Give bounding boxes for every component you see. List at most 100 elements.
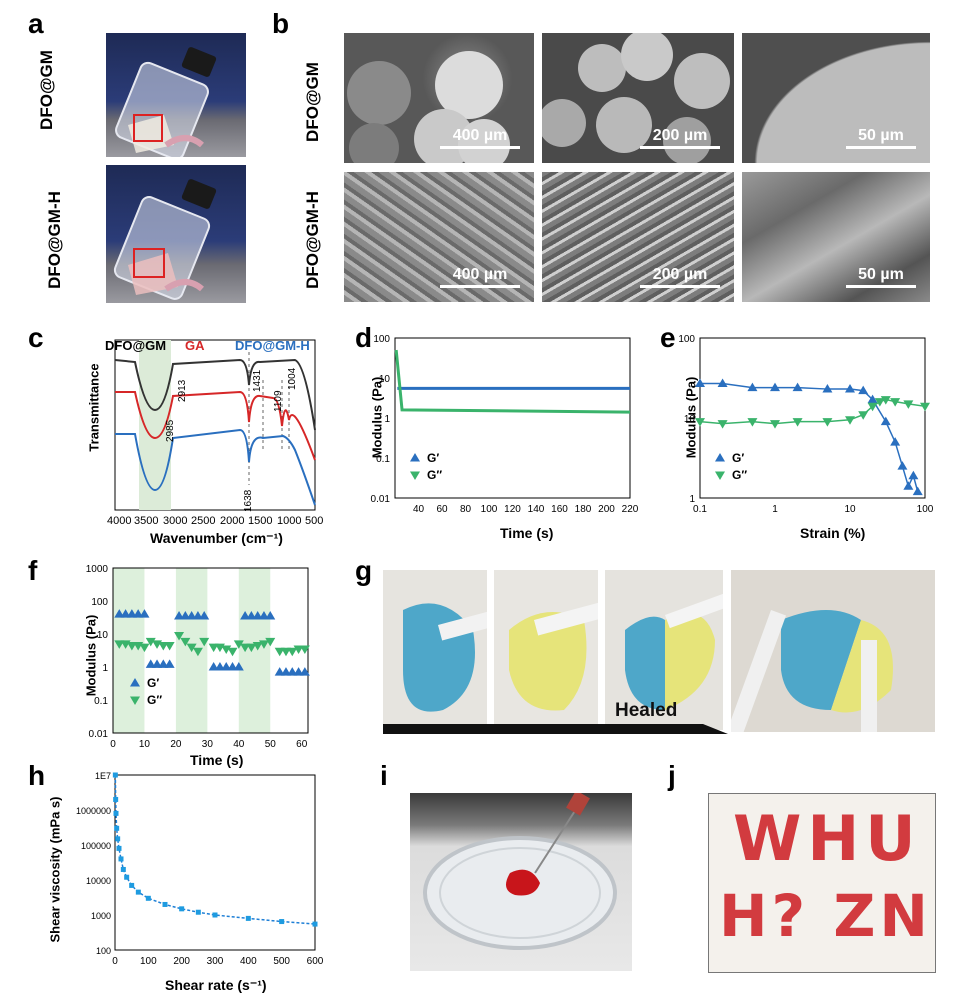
data-point — [246, 643, 257, 653]
data-point — [299, 645, 310, 655]
data-point — [174, 632, 185, 641]
x-tick: 200 — [173, 956, 190, 967]
sem-image-dfo-gm-200: 200 µm — [542, 33, 734, 163]
data-point — [126, 641, 137, 651]
data-point — [240, 643, 251, 653]
data-point — [162, 901, 168, 907]
data-point — [180, 611, 191, 620]
legend-label: G′ — [732, 451, 744, 465]
panel-label-b: b — [272, 8, 290, 39]
panel-label-d: d — [355, 322, 373, 353]
y-tick: 1 — [384, 414, 390, 425]
hydrogel-stretched — [731, 610, 893, 732]
chart-f-ylabel: Modulus (Pa) — [83, 614, 99, 697]
plot-frame — [114, 774, 316, 951]
y-tick: 1 — [689, 494, 695, 505]
healing-photo-1 — [383, 570, 487, 730]
data-point — [227, 647, 238, 657]
chart-e-ylabel: Modulus (Pa) — [683, 376, 699, 459]
data-point — [770, 382, 780, 392]
legend-label: G″ — [732, 468, 747, 482]
panel-b-row1-label: DFO@GM — [303, 62, 322, 142]
hydrogel-healed — [625, 591, 723, 710]
x-tick: 60 — [436, 504, 448, 515]
data-point — [792, 418, 803, 427]
data-point — [287, 647, 298, 657]
x-tick: 40 — [233, 739, 245, 750]
data-point — [293, 667, 304, 676]
data-point — [695, 378, 705, 387]
data-point — [252, 641, 263, 651]
hydrogel-blue — [403, 603, 487, 712]
chart-d-ylabel: Modulus (Pa) — [369, 376, 385, 459]
data-point — [199, 611, 210, 620]
printed-letters-photo: WHU H? ZN — [708, 793, 936, 973]
data-point — [822, 418, 833, 427]
x-tick: 180 — [575, 504, 592, 515]
panel-a-row2-label: DFO@GM-H — [45, 191, 64, 289]
y-tick: 10000 — [86, 876, 111, 886]
y-tick: 10 — [97, 630, 109, 641]
scale-bar: 200 µm — [640, 127, 720, 149]
scale-bar: 200 µm — [640, 266, 720, 288]
ftir-chart: DFO@GM GA DFO@GM-H 2913 2985 1431 1109 1… — [105, 338, 323, 527]
data-point — [115, 836, 121, 842]
data-point — [717, 420, 728, 429]
x-tick: 0 — [110, 739, 116, 750]
y-tick: 1000 — [86, 564, 109, 575]
data-point — [293, 645, 304, 655]
data-point — [129, 882, 135, 888]
y-tick: 1000000 — [76, 806, 111, 816]
x-tick: 2500 — [191, 515, 215, 527]
panel-label-h: h — [28, 760, 46, 791]
data-point — [192, 611, 203, 620]
data-point — [192, 647, 203, 657]
panel-a-row1-label: DFO@GM — [37, 50, 56, 130]
chart-f-xlabel: Time (s) — [190, 752, 244, 768]
data-point — [274, 667, 285, 676]
x-tick: 0 — [112, 956, 118, 967]
data-point — [312, 921, 318, 927]
peak-label: 1638 — [243, 489, 254, 512]
data-point — [113, 810, 119, 816]
x-tick: 160 — [551, 504, 568, 515]
vial-illustration — [113, 179, 217, 300]
data-point — [845, 416, 855, 425]
data-point — [158, 659, 169, 668]
series-g-double-prime — [394, 349, 631, 414]
data-point — [145, 637, 156, 647]
series-ga — [115, 390, 316, 461]
data-point — [180, 637, 191, 647]
modulus-cycle-chart: 0.01 0.1 1 10 100 1000 0 10 20 30 40 50 60 G′ G″ — [86, 564, 310, 750]
peak-label: 2913 — [177, 379, 188, 402]
y-tick: 100 — [96, 946, 111, 956]
data-point — [695, 418, 705, 427]
panel-label-f: f — [28, 555, 38, 586]
vial-photo-dfo-gm-h — [106, 165, 246, 303]
data-point — [158, 641, 169, 651]
y-tick: 0.01 — [89, 729, 109, 740]
sem-image-dfo-gm-50: 50 µm — [742, 33, 930, 163]
data-point — [245, 915, 251, 921]
series-dfo-gm-h — [115, 428, 316, 506]
x-tick: 120 — [504, 504, 521, 515]
data-point — [912, 486, 923, 496]
y-tick: 0.1 — [94, 696, 108, 707]
ftir-xlabel: Wavenumber (cm⁻¹) — [150, 530, 283, 546]
y-tick: 100 — [373, 334, 390, 345]
sem-image-dfo-gm-h-50: 50 µm — [742, 172, 930, 302]
data-point — [867, 394, 878, 404]
x-tick: 600 — [307, 956, 324, 967]
y-tick: 0.01 — [371, 494, 391, 505]
data-point — [152, 659, 163, 668]
data-point — [920, 402, 930, 412]
scale-bar: 400 µm — [440, 266, 520, 288]
data-point — [880, 416, 891, 426]
x-tick: 1500 — [248, 515, 272, 527]
data-point — [118, 856, 124, 862]
data-point — [199, 637, 210, 647]
data-point — [240, 611, 251, 620]
data-point — [280, 667, 291, 676]
data-point — [274, 647, 285, 657]
